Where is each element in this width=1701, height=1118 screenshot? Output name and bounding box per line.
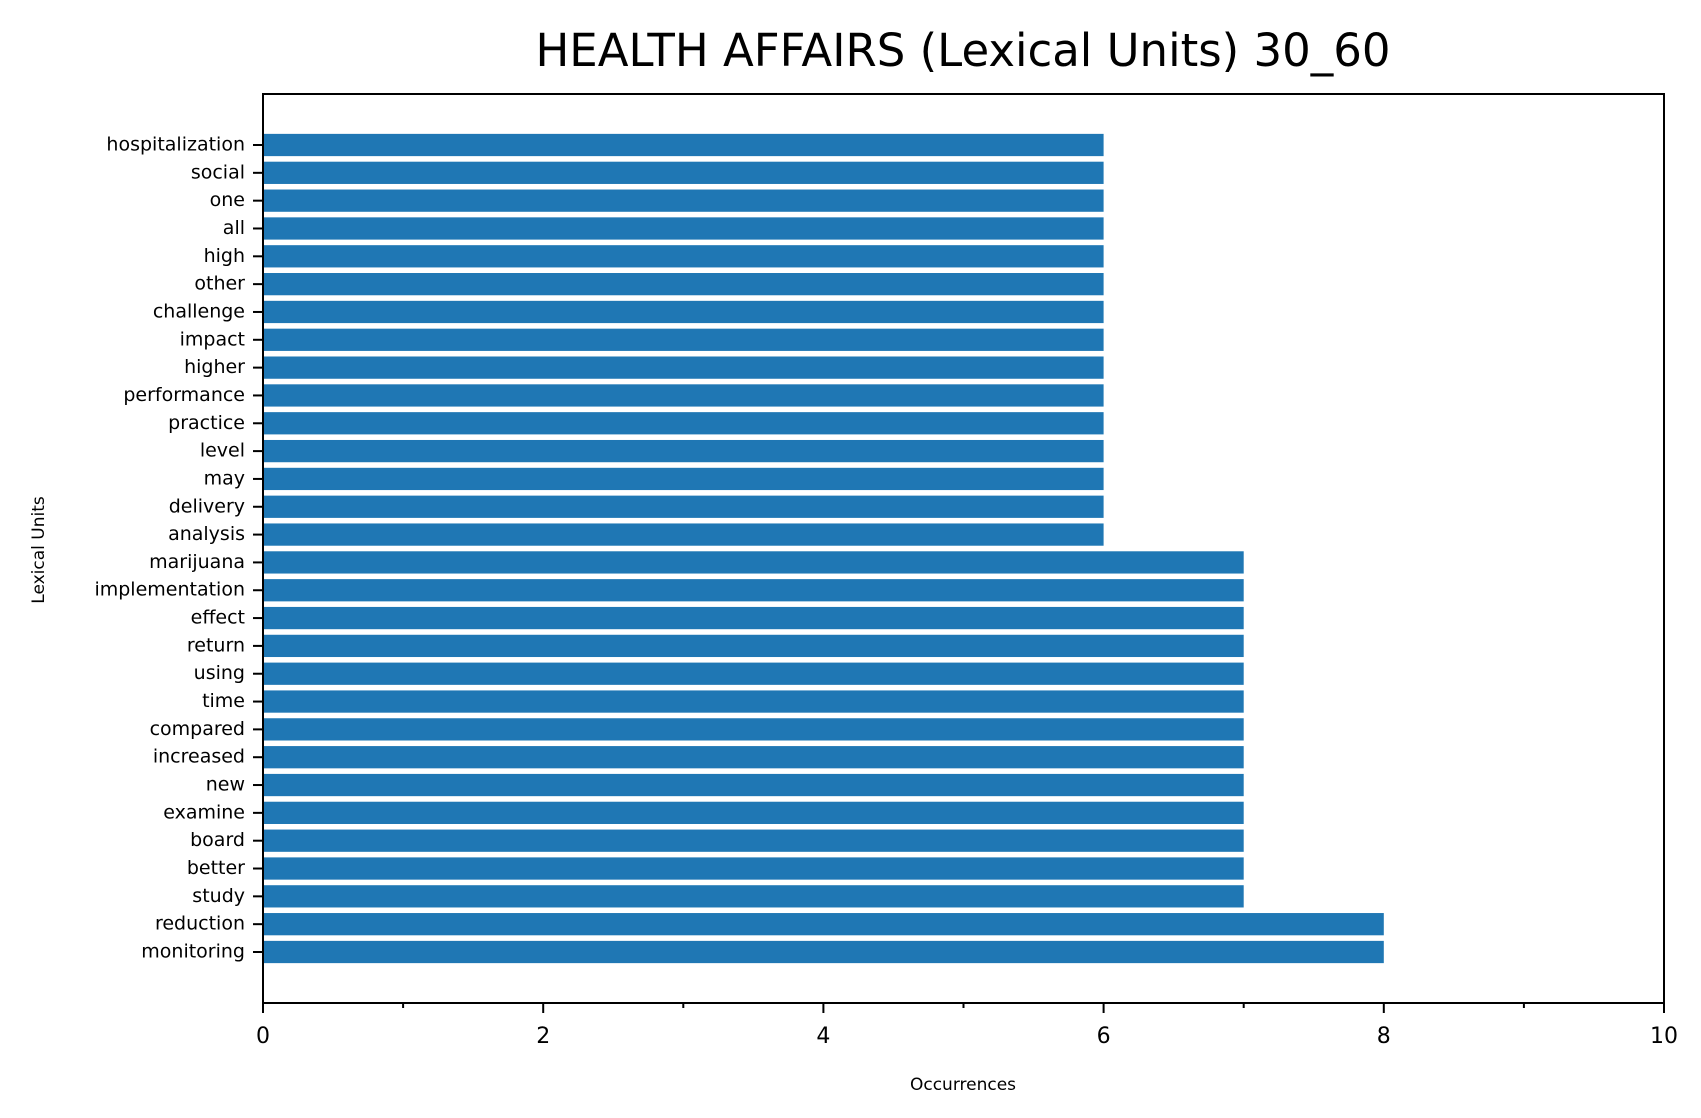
y-tick-label: delivery [169, 495, 245, 517]
bar-marijuana [263, 551, 1244, 574]
bar-practice [263, 412, 1104, 435]
bar-impact [263, 328, 1104, 351]
bar-delivery [263, 495, 1104, 518]
y-tick-label: impact [180, 328, 245, 350]
x-tick-label: 2 [536, 1024, 550, 1049]
y-tick-label: effect [191, 607, 245, 629]
y-tick-label: other [194, 273, 245, 295]
bar-social [263, 161, 1104, 184]
bar-new [263, 773, 1244, 797]
bar-one [263, 189, 1104, 212]
y-tick-label: may [204, 467, 245, 489]
x-tick-label: 0 [256, 1024, 270, 1049]
bar-other [263, 273, 1104, 296]
bar-time [263, 690, 1244, 713]
y-tick-label: implementation [94, 579, 245, 601]
y-tick-label: challenge [153, 300, 245, 322]
bar-implementation [263, 579, 1244, 602]
bar-return [263, 634, 1244, 658]
y-tick-label: high [204, 245, 245, 267]
y-axis-ticks: monitoring reduction study better board exami… [94, 134, 263, 963]
bar-using [263, 662, 1244, 685]
y-tick-label: hospitalization [106, 134, 245, 156]
bar-monitoring [263, 940, 1384, 964]
y-tick-label: new [206, 774, 245, 796]
x-axis-label: Occurrences [910, 1075, 1016, 1095]
bar-analysis [263, 523, 1104, 546]
y-tick-label: compared [150, 718, 245, 740]
bar-examine [263, 801, 1244, 824]
y-axis-label: Lexical Units [29, 496, 49, 604]
bar-increased [263, 746, 1244, 769]
bar-performance [263, 384, 1104, 407]
y-tick-label: all [223, 217, 245, 239]
bar-study [263, 885, 1244, 908]
x-tick-label: 6 [1097, 1024, 1111, 1049]
bar-hospitalization [263, 133, 1104, 157]
bar-compared [263, 718, 1244, 741]
y-tick-label: board [190, 829, 245, 851]
bar-board [263, 829, 1244, 852]
y-tick-label: time [202, 690, 245, 712]
y-tick-label: reduction [155, 913, 245, 935]
y-tick-label: higher [184, 356, 245, 378]
y-tick-label: monitoring [141, 941, 245, 963]
y-tick-label: analysis [168, 523, 245, 545]
x-tick-label: 10 [1650, 1024, 1678, 1049]
y-tick-label: using [194, 662, 245, 684]
y-tick-label: examine [163, 801, 245, 823]
y-tick-label: better [187, 857, 245, 879]
bar-reduction [263, 913, 1384, 936]
bar-level [263, 439, 1104, 463]
y-tick-label: study [192, 885, 245, 907]
x-axis-ticks: 0 2 4 6 8 10 [256, 1003, 1678, 1049]
x-tick-label: 4 [816, 1024, 830, 1049]
y-tick-label: return [187, 634, 245, 656]
y-tick-label: practice [168, 412, 245, 434]
bar-higher [263, 356, 1104, 379]
y-tick-label: performance [123, 384, 245, 406]
y-tick-label: social [191, 161, 245, 183]
chart-title: HEALTH AFFAIRS (Lexical Units) 30_60 [535, 24, 1390, 77]
bar-effect [263, 606, 1244, 630]
plot-frame [262, 93, 1665, 1004]
bars-layer [263, 133, 1384, 964]
y-tick-label: marijuana [149, 551, 245, 573]
y-tick-label: one [210, 189, 245, 211]
y-tick-label: level [200, 440, 245, 462]
bar-all [263, 217, 1104, 240]
bar-challenge [263, 300, 1104, 324]
x-tick-label: 8 [1377, 1024, 1391, 1049]
bar-better [263, 857, 1244, 880]
y-tick-label: increased [153, 746, 245, 768]
bar-high [263, 245, 1104, 268]
bar-may [263, 467, 1104, 491]
